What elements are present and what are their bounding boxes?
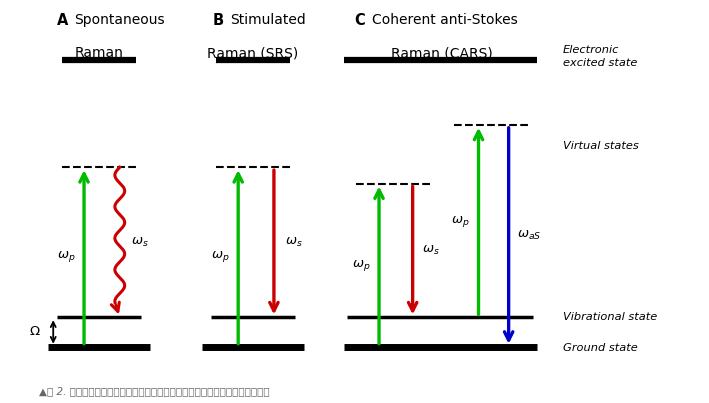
Text: Coherent anti-Stokes: Coherent anti-Stokes: [372, 13, 518, 27]
Text: Raman (CARS): Raman (CARS): [391, 46, 493, 60]
Text: $\omega_s$: $\omega_s$: [285, 236, 303, 249]
Text: Raman (SRS): Raman (SRS): [207, 46, 298, 60]
Text: $\omega_p$: $\omega_p$: [211, 249, 229, 264]
Text: A: A: [57, 13, 68, 28]
Text: Vibrational state: Vibrational state: [563, 312, 657, 322]
Text: Stimulated: Stimulated: [230, 13, 306, 27]
Text: Raman: Raman: [74, 46, 123, 60]
Text: $\omega_p$: $\omega_p$: [451, 214, 469, 229]
Text: $\omega_s$: $\omega_s$: [130, 236, 148, 249]
Text: B: B: [212, 13, 223, 28]
Text: Spontaneous: Spontaneous: [74, 13, 165, 27]
Text: Electronic
excited state: Electronic excited state: [563, 45, 637, 68]
Text: Virtual states: Virtual states: [563, 141, 638, 151]
Text: Ground state: Ground state: [563, 343, 637, 353]
Text: $\Omega$: $\Omega$: [29, 326, 41, 339]
Text: $\omega_p$: $\omega_p$: [352, 258, 370, 272]
Text: C: C: [354, 13, 365, 28]
Text: $\omega_{aS}$: $\omega_{aS}$: [518, 229, 542, 242]
Text: $\omega_p$: $\omega_p$: [57, 249, 75, 264]
Text: $\omega_s$: $\omega_s$: [422, 244, 440, 257]
Text: ▲图 2. 自发拉曼散射、受激拉曼散射以及相干反斯托克斯拉曼散射的能级示意图: ▲图 2. 自发拉曼散射、受激拉曼散射以及相干反斯托克斯拉曼散射的能级示意图: [39, 386, 270, 396]
